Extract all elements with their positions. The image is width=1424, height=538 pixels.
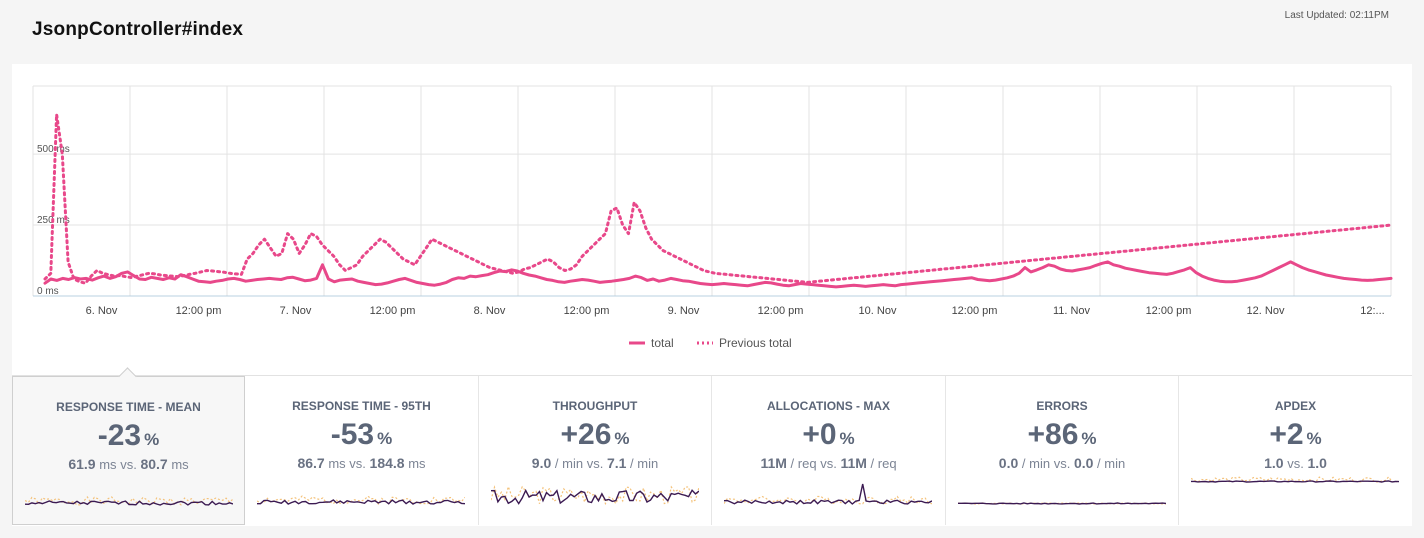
- x-tick-label: 12. Nov: [1247, 305, 1285, 317]
- spark-previous-line: [958, 502, 1166, 505]
- metric-change: -23%: [97, 419, 160, 452]
- spark-current-line: [25, 500, 233, 506]
- x-tick-label: 12:00 pm: [176, 305, 222, 317]
- sparkline: [724, 483, 932, 505]
- spark-previous-line: [724, 495, 932, 505]
- spark-current-line: [724, 483, 932, 505]
- x-tick-label: 6. Nov: [86, 305, 118, 317]
- spark-current-line: [491, 488, 699, 505]
- last-updated-timestamp: Last Updated: 02:11PM: [1284, 10, 1389, 21]
- metric-card-response-time-mean[interactable]: RESPONSE TIME - MEAN -23% 61.9 ms vs. 80…: [12, 367, 245, 525]
- metric-change: +0%: [802, 418, 855, 451]
- x-tick-label: 11. Nov: [1053, 305, 1091, 317]
- metric-label: RESPONSE TIME - MEAN: [56, 400, 201, 414]
- sparkline: [958, 502, 1166, 505]
- x-tick-label: 8. Nov: [474, 305, 506, 317]
- x-tick-label: 12:00 pm: [952, 305, 998, 317]
- metric-card-response-time-95th[interactable]: RESPONSE TIME - 95TH -53% 86.7 ms vs. 18…: [245, 376, 479, 525]
- metric-label: APDEX: [1274, 399, 1317, 413]
- sparkline: [491, 484, 699, 506]
- metric-change: +26%: [560, 418, 630, 451]
- metric-compare: 9.0 / min vs. 7.1 / min: [531, 455, 659, 471]
- x-tick-label: 12:00 pm: [564, 305, 610, 317]
- series-line-previous-total: [43, 112, 1393, 285]
- x-tick-label: 7. Nov: [280, 305, 312, 317]
- metric-change: -53%: [330, 418, 393, 451]
- metric-change: +86%: [1027, 418, 1097, 451]
- sparkline: [25, 495, 233, 506]
- page-title: JsonpController#index: [32, 19, 244, 40]
- sparkline: [1191, 476, 1399, 483]
- y-tick-label: 0 ms: [37, 286, 59, 297]
- x-tick-label: 12:00 pm: [370, 305, 416, 317]
- x-tick-label: 9. Nov: [668, 305, 700, 317]
- series-line-total: [43, 260, 1393, 289]
- metric-compare: 1.0 vs. 1.0: [1264, 455, 1327, 471]
- spark-current-line: [257, 499, 465, 505]
- legend-label-total: total: [651, 336, 674, 350]
- spark-current-line: [958, 502, 1166, 505]
- chart-svg[interactable]: 6. Nov 12:00 pm 7. Nov 12:00 pm 8. Nov 12:00 …: [12, 64, 1412, 376]
- metric-change: +2%: [1269, 418, 1322, 451]
- metric-card-errors[interactable]: ERRORS +86% 0.0 / min vs. 0.0 / min: [946, 376, 1179, 525]
- spark-previous-line: [491, 484, 699, 506]
- spark-current-line: [1191, 480, 1399, 483]
- metrics-row: RESPONSE TIME - MEAN -23% 61.9 ms vs. 80…: [12, 367, 1412, 526]
- metric-card-allocations-max[interactable]: ALLOCATIONS - MAX +0% 11M / req vs. 11M …: [712, 376, 946, 525]
- x-tick-label: 12:00 pm: [758, 305, 804, 317]
- x-tick-label: 12:...: [1360, 305, 1384, 317]
- metric-label: ALLOCATIONS - MAX: [766, 399, 891, 413]
- metric-compare: 11M / req vs. 11M / req: [760, 455, 897, 471]
- metric-compare: 86.7 ms vs. 184.8 ms: [297, 455, 426, 471]
- spark-previous-line: [257, 495, 465, 506]
- response-time-chart[interactable]: 6. Nov 12:00 pm 7. Nov 12:00 pm 8. Nov 12:00 …: [12, 64, 1412, 376]
- metric-compare: 61.9 ms vs. 80.7 ms: [68, 456, 189, 472]
- metric-card-apdex[interactable]: APDEX +2% 1.0 vs. 1.0: [1179, 376, 1412, 525]
- y-tick-label: 500 ms: [37, 144, 70, 155]
- metric-label: ERRORS: [1036, 399, 1088, 413]
- legend-label-previous-total: Previous total: [719, 336, 792, 350]
- metric-compare: 0.0 / min vs. 0.0 / min: [998, 455, 1126, 471]
- sparkline: [257, 495, 465, 506]
- metric-label: THROUGHPUT: [552, 399, 638, 413]
- metric-label: RESPONSE TIME - 95TH: [292, 399, 431, 413]
- x-tick-label: 10. Nov: [859, 305, 897, 317]
- x-tick-label: 12:00 pm: [1146, 305, 1192, 317]
- metric-card-throughput[interactable]: THROUGHPUT +26% 9.0 / min vs. 7.1 / min: [479, 376, 712, 525]
